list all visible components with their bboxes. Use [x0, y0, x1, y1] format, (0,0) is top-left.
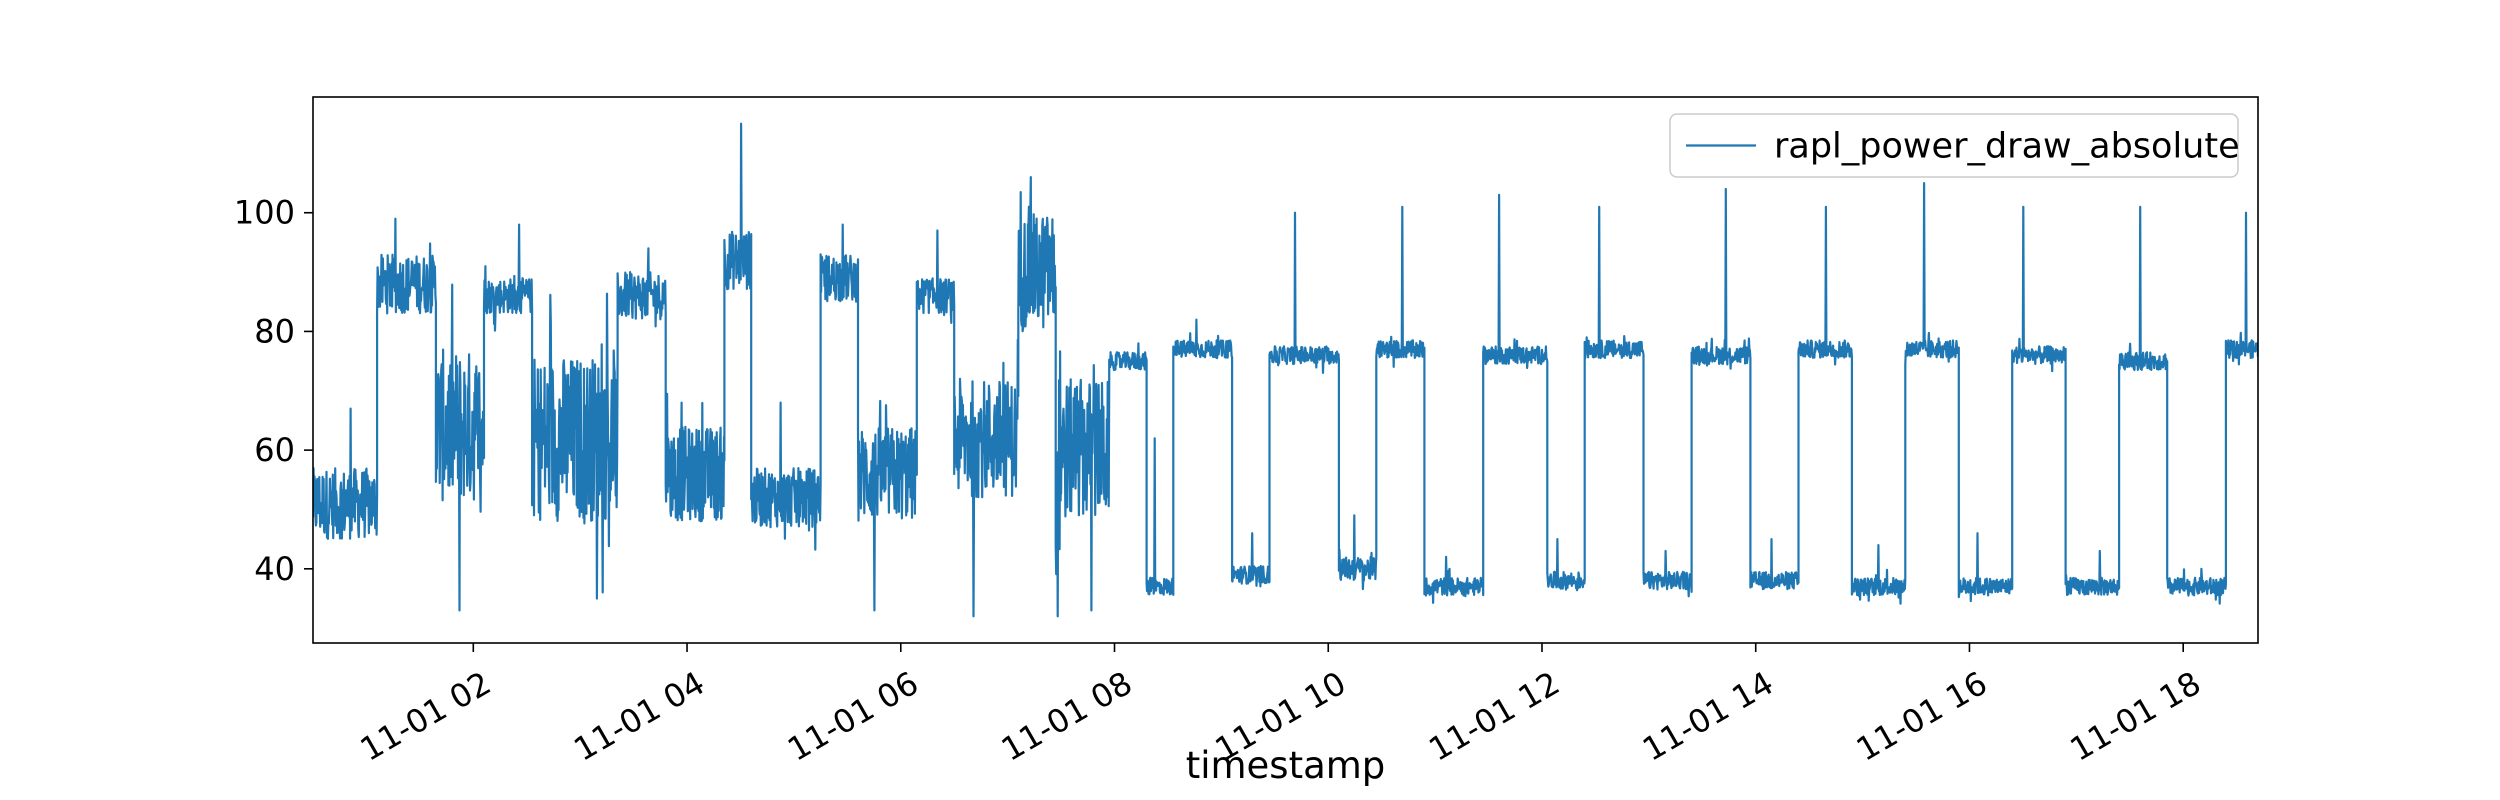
- axes-frame: [312, 96, 2259, 644]
- legend-box: [1669, 113, 2239, 178]
- y-tick-label: 80: [254, 312, 295, 350]
- legend: rapl_power_draw_absolute: [1669, 113, 2240, 178]
- plot-area: [313, 122, 2258, 618]
- x-tick-label: 11-01 18: [2064, 664, 2208, 769]
- x-tick-label: 11-01 06: [781, 664, 925, 769]
- x-tick-label: 11-01 14: [1636, 664, 1780, 769]
- series-line-0: [313, 122, 2258, 618]
- x-tick-label: 11-01 02: [354, 664, 498, 769]
- x-tick-label: 11-01 08: [995, 664, 1139, 769]
- legend-label: rapl_power_draw_absolute: [1774, 127, 2240, 167]
- x-axis-label: timestamp: [1186, 744, 1386, 787]
- y-tick-label: 60: [254, 431, 295, 469]
- y-tick-label: 100: [234, 194, 295, 232]
- x-tick-label: 11-01 04: [567, 664, 711, 769]
- x-tick-label: 11-01 12: [1422, 664, 1566, 769]
- x-tick-label: 11-01 16: [1850, 664, 1994, 769]
- y-tick-label: 40: [254, 550, 295, 588]
